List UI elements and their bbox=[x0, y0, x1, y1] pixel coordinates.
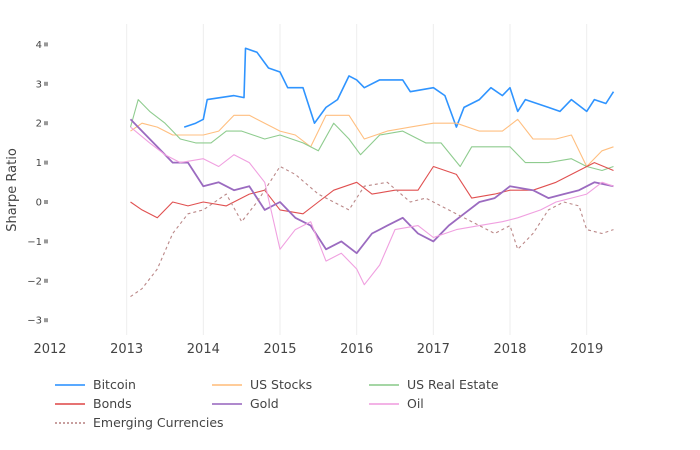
y-tick-mark bbox=[44, 239, 48, 244]
y-tick-label: −1 bbox=[27, 237, 42, 248]
legend-swatch bbox=[212, 402, 242, 405]
y-tick-mark bbox=[44, 278, 48, 283]
legend-swatch bbox=[369, 383, 399, 386]
x-tick-label: 2012 bbox=[33, 342, 66, 357]
legend-item[interactable]: Emerging Currencies bbox=[55, 415, 224, 430]
x-tick-label: 2017 bbox=[417, 342, 450, 357]
y-tick-label: 0 bbox=[36, 198, 42, 209]
y-axis-label: Sharpe Ratio bbox=[5, 148, 20, 232]
x-tick-label: 2018 bbox=[493, 342, 526, 357]
legend-swatch bbox=[212, 383, 242, 386]
series-line-oil bbox=[130, 126, 614, 286]
legend-label: US Real Estate bbox=[407, 377, 499, 392]
gridlines bbox=[126, 24, 588, 335]
legend-item[interactable]: Gold bbox=[212, 396, 279, 411]
y-axis: 4 3 2 1 0 −1 −2 −3 bbox=[27, 40, 48, 327]
series-line-bitcoin bbox=[183, 47, 615, 128]
y-tick-label: 4 bbox=[36, 40, 42, 51]
legend-label: Gold bbox=[250, 396, 279, 411]
legend-item[interactable]: Bonds bbox=[55, 396, 132, 411]
y-tick-mark bbox=[44, 81, 48, 86]
series-line-us-stocks bbox=[130, 114, 614, 168]
series-lines bbox=[129, 47, 615, 298]
y-tick-label: −2 bbox=[27, 276, 42, 287]
legend-swatch bbox=[55, 421, 85, 424]
legend-label: Bitcoin bbox=[93, 377, 136, 392]
x-tick-label: 2013 bbox=[110, 342, 143, 357]
legend-label: Oil bbox=[407, 396, 424, 411]
legend-item[interactable]: US Stocks bbox=[212, 377, 312, 392]
x-axis: 2012 2013 2014 2015 2016 2017 2018 2019 bbox=[33, 342, 603, 357]
x-tick-label: 2014 bbox=[187, 342, 220, 357]
legend-item[interactable]: Oil bbox=[369, 396, 424, 411]
legend-label: US Stocks bbox=[250, 377, 313, 392]
x-tick-label: 2015 bbox=[263, 342, 296, 357]
legend-item[interactable]: US Real Estate bbox=[369, 377, 499, 392]
x-tick-label: 2019 bbox=[570, 342, 603, 357]
legend-swatch bbox=[55, 383, 85, 386]
y-tick-mark bbox=[44, 200, 48, 204]
legend-item[interactable]: Bitcoin bbox=[55, 377, 136, 392]
y-tick-label: 2 bbox=[36, 119, 42, 130]
series-line-bonds bbox=[130, 162, 614, 219]
legend-label: Emerging Currencies bbox=[93, 415, 224, 430]
y-tick-mark bbox=[44, 318, 48, 323]
legend-swatch bbox=[55, 402, 85, 405]
y-tick-label: 3 bbox=[36, 79, 42, 90]
y-tick-mark bbox=[44, 160, 48, 165]
y-tick-mark bbox=[44, 42, 48, 47]
legend-label: Bonds bbox=[93, 396, 132, 411]
y-tick-label: 1 bbox=[36, 158, 42, 169]
series-line-gold bbox=[129, 118, 614, 255]
series-line-us-real-estate bbox=[129, 99, 614, 172]
series-line-emerging-currencies bbox=[130, 165, 614, 298]
x-tick-label: 2016 bbox=[340, 342, 373, 357]
legend-swatch bbox=[369, 402, 399, 405]
y-tick-label: −3 bbox=[27, 316, 42, 327]
y-tick-mark bbox=[44, 121, 48, 126]
